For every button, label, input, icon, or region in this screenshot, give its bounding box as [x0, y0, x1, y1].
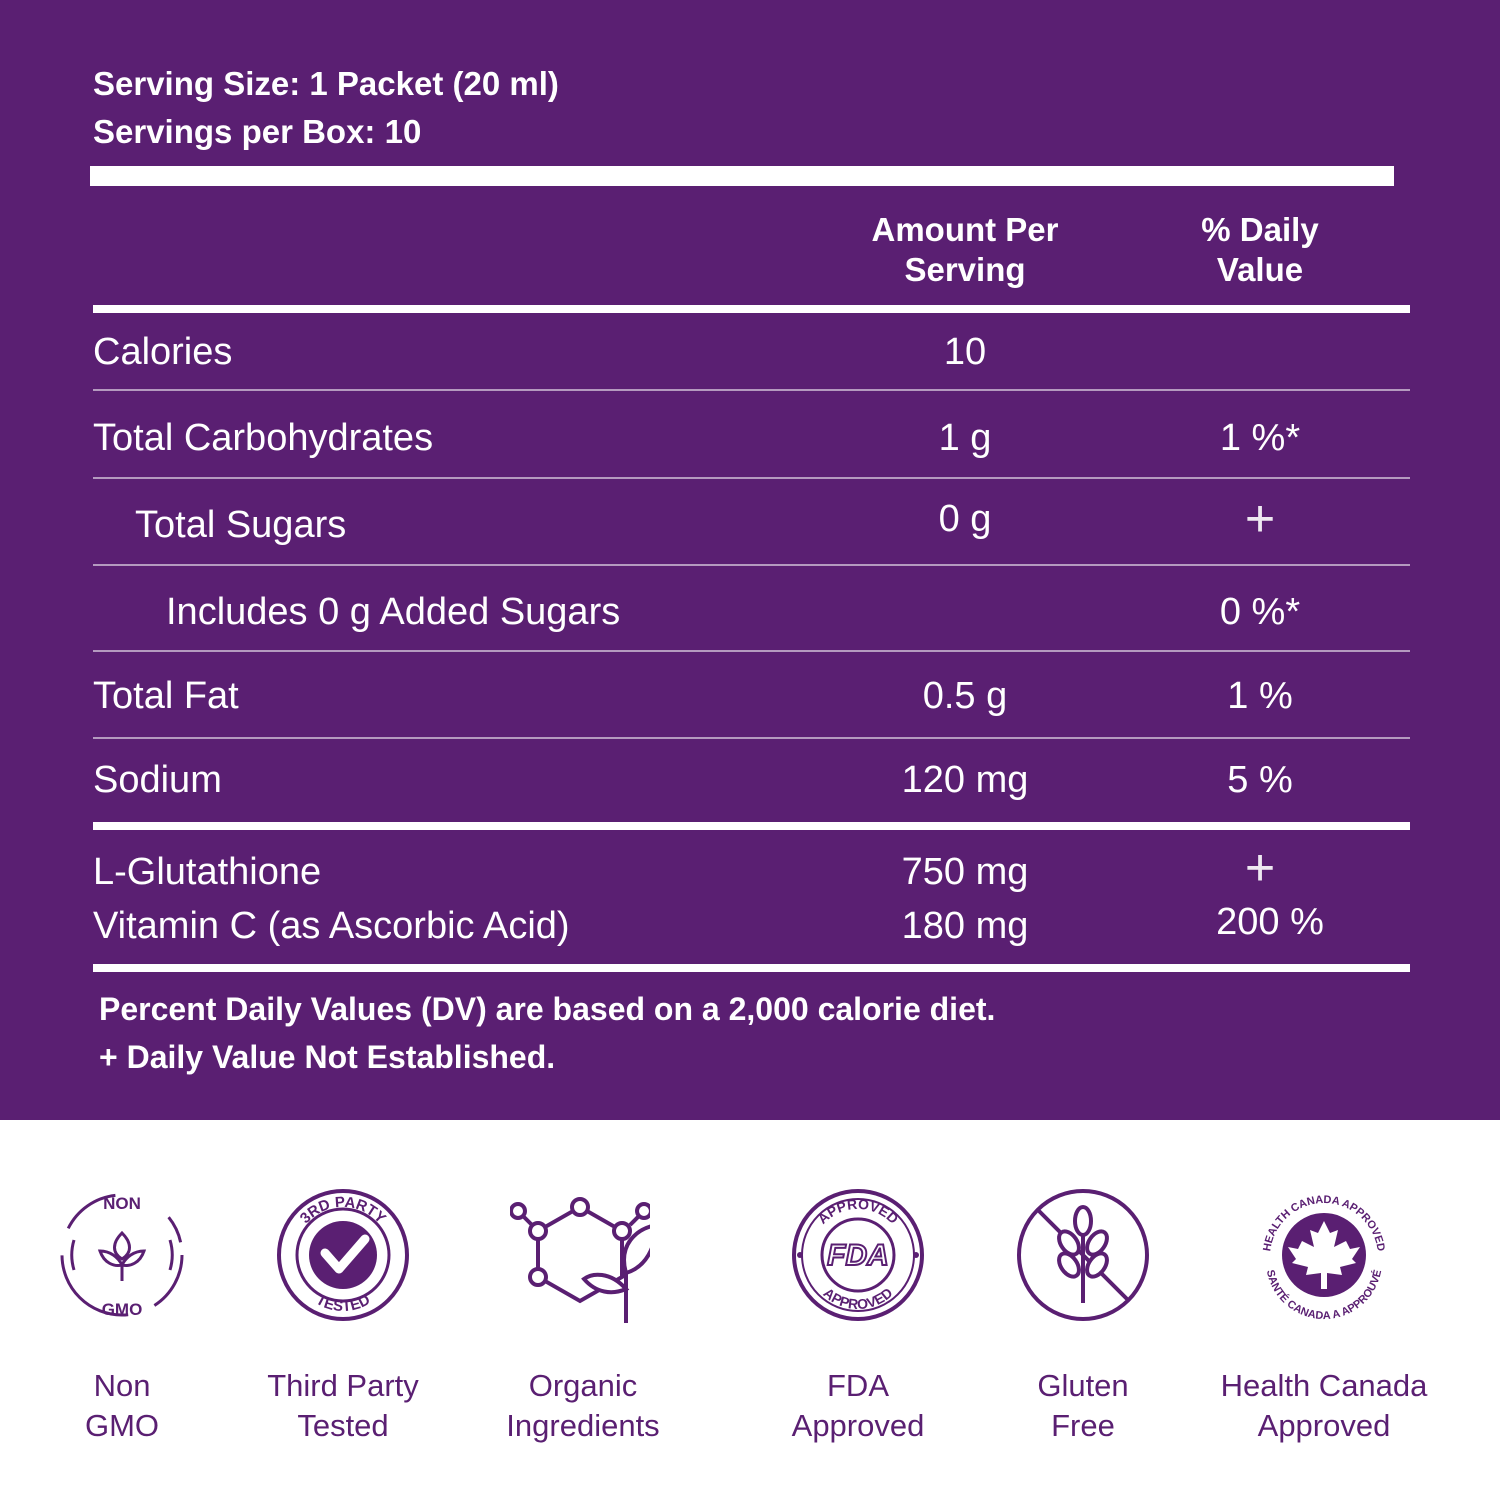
svg-text:APPROVED: APPROVED — [821, 1284, 896, 1312]
row-name-calories: Calories — [93, 331, 233, 373]
organic-ingredients-icon — [509, 1185, 659, 1325]
row-dv-added-sugars: 0 %* — [1219, 591, 1301, 633]
header-divider — [93, 305, 1410, 313]
row-name-vitamin-c: Vitamin C (as Ascorbic Acid) — [93, 905, 570, 947]
fda-approved-icon: APPROVED APPROVED FDA — [788, 1185, 928, 1325]
badge-label-non-gmo: Non GMO — [84, 1368, 160, 1443]
row-divider — [93, 737, 1410, 739]
row-amount-fat: 0.5 g — [922, 675, 1008, 717]
health-canada-icon: HEALTH CANADA APPROVED SANTÉ CANADA A AP… — [1254, 1185, 1394, 1325]
row-name-sugars: Total Sugars — [135, 504, 347, 546]
row-divider — [93, 389, 1410, 391]
section-divider — [93, 822, 1410, 830]
badge-label-gluten-free: Gluten Free — [1037, 1368, 1129, 1443]
row-amount-calories: 10 — [943, 331, 987, 373]
row-dv-glutathione: + — [1244, 839, 1276, 897]
svg-text:TESTED: TESTED — [313, 1291, 373, 1315]
row-divider — [93, 564, 1410, 566]
badge-label-health-canada: Health Canada Approved — [1220, 1368, 1428, 1443]
svg-text:NON: NON — [103, 1194, 141, 1213]
row-dv-fat: 1 % — [1227, 675, 1293, 717]
gluten-free-icon — [1013, 1185, 1153, 1325]
row-dv-sodium: 5 % — [1227, 759, 1293, 801]
row-name-added-sugars: Includes 0 g Added Sugars — [166, 591, 621, 633]
row-name-sodium: Sodium — [93, 759, 222, 801]
header-daily-value: % Daily Value — [1201, 211, 1319, 288]
bottom-divider — [93, 964, 1410, 972]
badge-label-fda: FDA Approved — [791, 1368, 925, 1443]
serving-info: Serving Size: 1 Packet (20 ml) Servings … — [93, 60, 559, 156]
badge-label-organic: Organic Ingredients — [506, 1368, 660, 1443]
row-divider — [93, 650, 1410, 652]
row-amount-sugars: 0 g — [938, 498, 992, 540]
footnote-dv: Percent Daily Values (DV) are based on a… — [99, 991, 996, 1027]
row-dv-vitamin-c: 200 % — [1216, 901, 1324, 943]
non-gmo-icon: NON GMO — [52, 1185, 192, 1325]
serving-size: Serving Size: 1 Packet (20 ml) — [93, 65, 559, 102]
row-name-carbs: Total Carbohydrates — [93, 417, 434, 459]
nutrition-panel: Serving Size: 1 Packet (20 ml) Servings … — [0, 0, 1500, 1120]
svg-text:GMO: GMO — [102, 1300, 143, 1319]
badge-label-third-party: Third Party Tested — [267, 1368, 419, 1443]
servings-per-box: Servings per Box: 10 — [93, 113, 422, 150]
row-amount-carbs: 1 g — [938, 417, 992, 459]
svg-text:FDA: FDA — [827, 1239, 889, 1272]
row-amount-sodium: 120 mg — [901, 759, 1029, 801]
row-name-glutathione: L-Glutathione — [93, 851, 322, 893]
footnotes: Percent Daily Values (DV) are based on a… — [99, 985, 995, 1081]
row-dv-sugars: + — [1244, 490, 1276, 548]
row-amount-vitamin-c: 180 mg — [901, 905, 1029, 947]
header-amount: Amount Per Serving — [871, 211, 1059, 288]
third-party-tested-icon: 3RD PARTY TESTED — [273, 1185, 413, 1325]
row-dv-carbs: 1 %* — [1219, 417, 1301, 459]
thick-divider — [90, 166, 1394, 186]
row-divider — [93, 477, 1410, 479]
row-name-fat: Total Fat — [93, 675, 239, 717]
row-amount-glutathione: 750 mg — [901, 851, 1029, 893]
footnote-not-established: + Daily Value Not Established. — [99, 1039, 556, 1075]
